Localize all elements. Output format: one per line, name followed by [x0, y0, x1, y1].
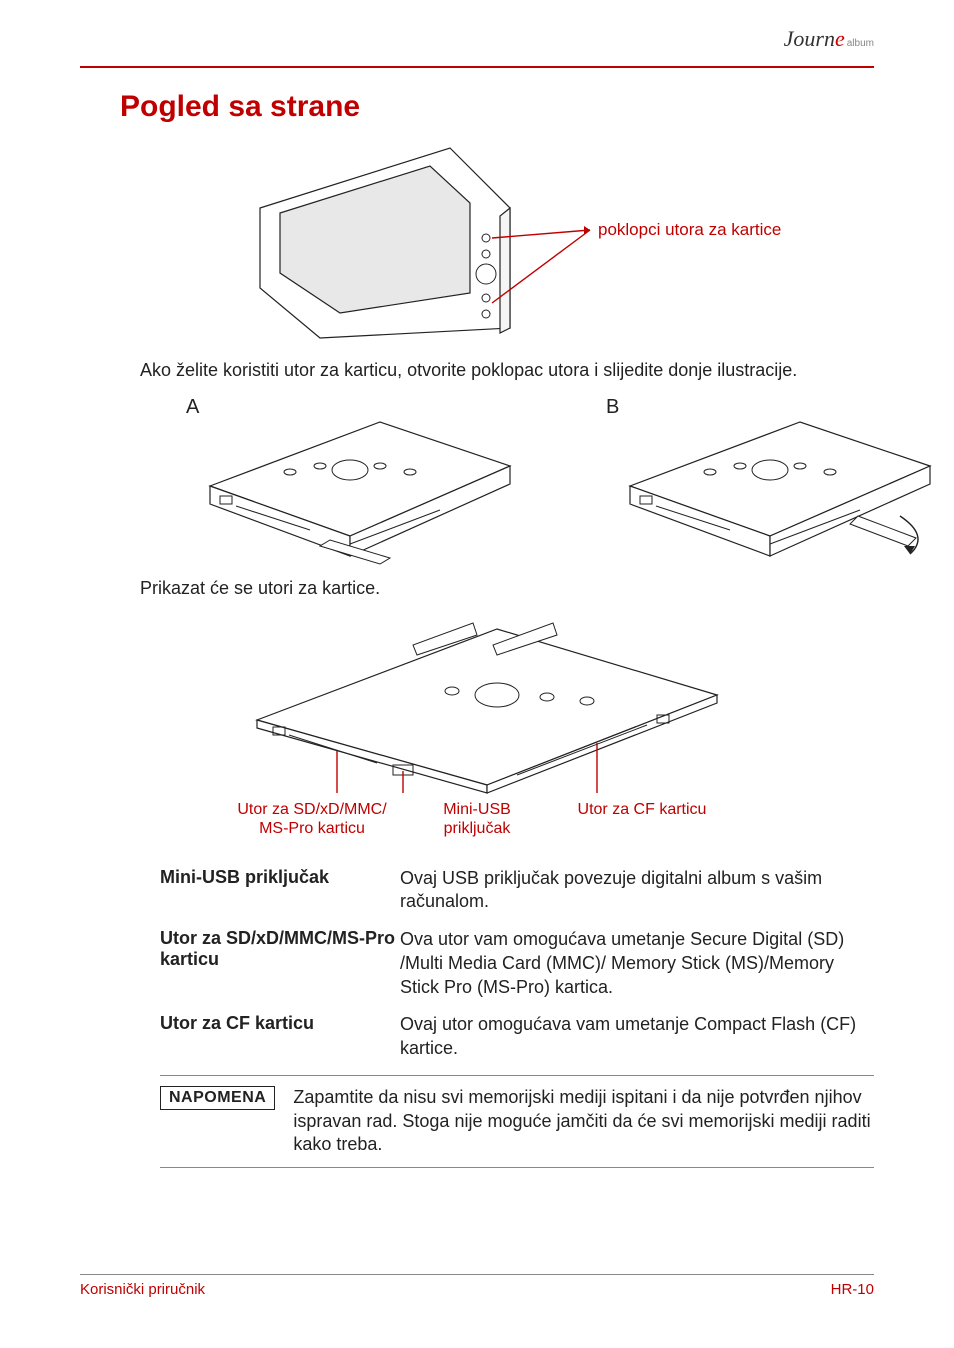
slot-label-cf-line1: Utor za CF karticu [578, 801, 707, 818]
brand-accent: e [835, 26, 845, 51]
ab-illustration-row: A [180, 396, 874, 566]
def-desc-usb: Ovaj USB priključak povezuje digitalni a… [400, 867, 860, 915]
slot-label-usb-line1: Mini-USB [443, 801, 511, 818]
note-text: Zapamtite da nisu svi memorijski mediji … [293, 1086, 874, 1157]
slot-label-sd-line1: Utor za SD/xD/MMC/ [237, 801, 386, 818]
definition-list: Mini-USB priključak Ovaj USB priključak … [160, 867, 874, 1061]
def-desc-sd: Ova utor vam omogućava umetanje Secure D… [400, 928, 860, 999]
paragraph-intro: Ako želite koristiti utor za karticu, ot… [140, 358, 870, 382]
def-row-sd: Utor za SD/xD/MMC/MS-Pro karticu Ova uto… [160, 928, 874, 999]
def-term-cf: Utor za CF karticu [160, 1013, 400, 1061]
illustration-a: A [180, 396, 520, 566]
callout-card-slot-covers: poklopci utora za kartice [598, 220, 781, 240]
def-term-usb: Mini-USB priključak [160, 867, 400, 915]
slot-label-usb-line2: priključak [444, 820, 511, 837]
def-term-sd: Utor za SD/xD/MMC/MS-Pro karticu [160, 928, 400, 999]
page-footer: Korisnički priručnik HR-10 [80, 1274, 874, 1298]
paragraph-slots-shown: Prikazat će se utori za kartice. [140, 576, 870, 600]
slot-label-usb: Mini-USB priključak [407, 800, 547, 838]
label-a: A [186, 396, 199, 419]
slots-open-svg [217, 615, 737, 795]
label-b: B [606, 396, 619, 419]
figure-slots-open: Utor za SD/xD/MMC/ MS-Pro karticu Mini-U… [217, 615, 737, 845]
slot-label-cf: Utor za CF karticu [547, 800, 737, 838]
footer-right: HR-10 [831, 1281, 874, 1298]
footer-left: Korisnički priručnik [80, 1281, 205, 1298]
def-row-cf: Utor za CF karticu Ovaj utor omogućava v… [160, 1013, 874, 1061]
slot-label-sd: Utor za SD/xD/MMC/ MS-Pro karticu [217, 800, 407, 838]
illustration-a-svg [180, 396, 520, 566]
illustration-b: B [600, 396, 940, 566]
note-block: NAPOMENA Zapamtite da nisu svi memorijsk… [160, 1075, 874, 1168]
top-rule [80, 66, 874, 68]
slot-label-sd-line2: MS-Pro karticu [259, 820, 365, 837]
note-tag: NAPOMENA [160, 1086, 275, 1110]
brand-logo: Journealbum [784, 26, 874, 52]
brand-sub: album [847, 38, 874, 49]
section-title: Pogled sa strane [120, 90, 874, 124]
illustration-b-svg [600, 396, 940, 566]
figure-side-view: poklopci utora za kartice [140, 138, 840, 348]
brand-main: Journ [784, 26, 835, 51]
def-row-usb: Mini-USB priključak Ovaj USB priključak … [160, 867, 874, 915]
side-view-svg [140, 138, 840, 348]
def-desc-cf: Ovaj utor omogućava vam umetanje Compact… [400, 1013, 860, 1061]
